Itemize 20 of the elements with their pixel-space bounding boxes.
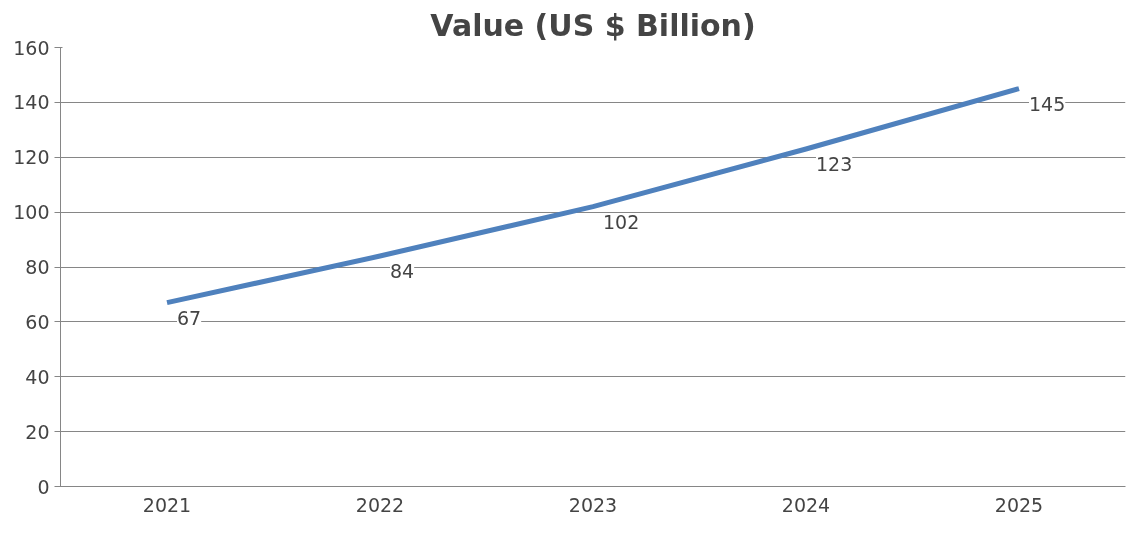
y-tick-label: 20 [25,420,50,443]
y-tick-label: 60 [25,310,50,333]
data-label: 123 [816,153,853,176]
y-tick-label: 140 [13,91,50,114]
data-label: 102 [603,210,640,233]
data-label: 145 [1029,92,1066,115]
x-tick-label: 2024 [781,493,831,516]
chart-title: Value (US $ Billion) [430,7,756,43]
data-label: 84 [390,260,415,283]
y-tick-label: 0 [37,475,50,498]
x-tick-label: 2021 [142,493,192,516]
x-tick-label: 2023 [568,493,618,516]
y-tick-label: 40 [25,365,50,388]
x-tick-label: 2025 [994,493,1044,516]
y-tick-label: 100 [13,201,50,224]
y-tick-label: 160 [13,36,50,59]
data-label: 67 [177,306,202,329]
x-tick-label: 2022 [355,493,405,516]
y-tick-label: 120 [13,146,50,169]
y-tick-label: 80 [25,256,50,278]
